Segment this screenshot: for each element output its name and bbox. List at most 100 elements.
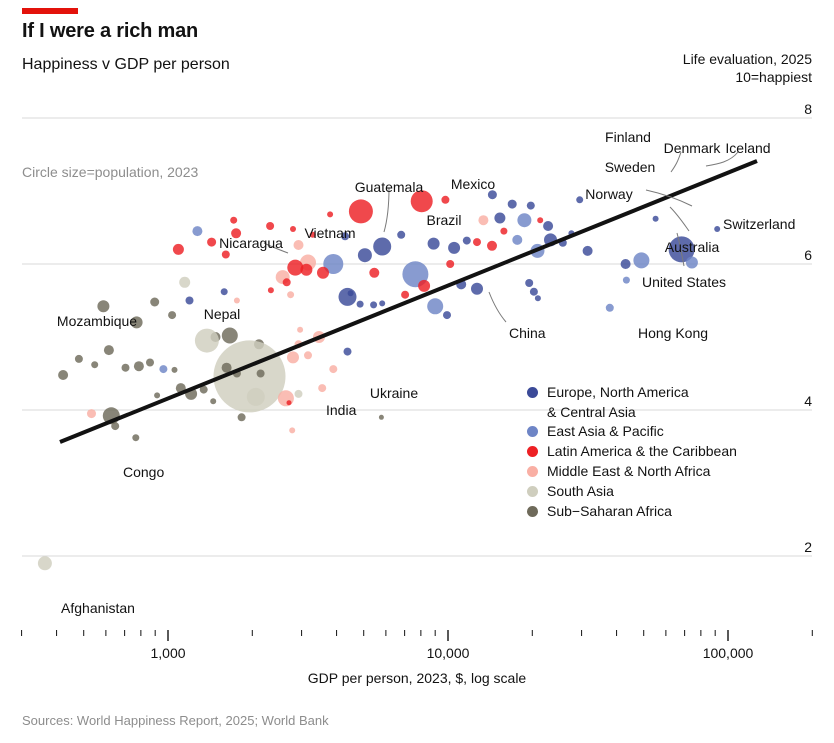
data-point: [441, 195, 450, 204]
country-annotation: Congo: [123, 464, 165, 480]
data-point: [130, 316, 143, 329]
annotation-leader-line: [488, 291, 507, 323]
legend-item-label: Europe, North America: [547, 384, 689, 400]
legend-item-label: Latin America & the Caribbean: [547, 443, 737, 459]
data-point: [220, 288, 228, 296]
data-point: [401, 290, 410, 299]
data-point: [192, 226, 203, 237]
legend-item-label: Sub−Saharan Africa: [547, 503, 672, 519]
data-point: [230, 216, 238, 224]
source-note: Sources: World Happiness Report, 2025; W…: [22, 713, 329, 728]
country-annotation: Afghanistan: [61, 600, 135, 616]
data-point: [297, 326, 304, 333]
x-axis-tick-label: 10,000: [426, 645, 470, 661]
data-point: [246, 387, 265, 406]
data-point: [487, 190, 497, 200]
legend-color-swatch-icon: [527, 466, 538, 477]
data-point: [318, 384, 327, 393]
data-point: [91, 361, 99, 369]
data-point: [111, 422, 120, 431]
data-point: [287, 291, 295, 299]
legend-color-swatch-icon: [527, 506, 538, 517]
country-annotation: Denmark: [663, 140, 721, 156]
annotation-leader-line: [676, 232, 685, 267]
data-point: [327, 211, 334, 218]
data-point: [103, 345, 114, 356]
data-point: [199, 385, 208, 394]
country-annotation: Mexico: [450, 176, 496, 192]
y-axis-title-line2: 10=happiest: [735, 69, 812, 85]
data-point: [231, 228, 242, 239]
country-annotation: United States: [641, 274, 727, 290]
country-annotation: Nepal: [203, 306, 241, 322]
data-point: [357, 248, 372, 263]
legend-item[interactable]: Latin America & the Caribbean: [527, 442, 737, 461]
data-point: [462, 236, 471, 245]
country-annotation: Mozambique: [56, 313, 138, 329]
data-point: [159, 365, 168, 374]
data-point: [300, 263, 313, 276]
data-point: [652, 215, 659, 222]
y-axis-title: Life evaluation, 2025 10=happiest: [683, 50, 812, 86]
brand-rule: [22, 8, 78, 14]
data-point: [576, 196, 584, 204]
legend-item[interactable]: Europe, North America & Central Asia: [527, 383, 737, 422]
annotation-leader-line: [705, 151, 739, 167]
data-point: [373, 237, 392, 256]
page-title: If I were a rich man: [22, 20, 199, 42]
data-point: [418, 279, 431, 292]
data-point: [517, 213, 532, 228]
y-axis-tick-label: 6: [804, 247, 812, 263]
legend-item[interactable]: South Asia: [527, 482, 737, 501]
country-annotation: Hong Kong: [637, 325, 709, 341]
data-point: [154, 392, 161, 399]
data-point: [622, 276, 630, 284]
annotation-leader-line: [669, 206, 690, 232]
data-point: [304, 351, 312, 360]
trend-line: [59, 159, 758, 444]
country-annotation: Finland: [605, 129, 651, 145]
legend-item[interactable]: Middle East & North Africa: [527, 462, 737, 481]
data-point: [347, 290, 354, 297]
data-point: [287, 259, 304, 276]
circle-size-note: Circle size=population, 2023: [22, 164, 199, 180]
data-point: [685, 256, 698, 269]
data-point: [341, 232, 350, 241]
data-point: [633, 252, 650, 269]
data-point: [221, 362, 232, 373]
data-point: [500, 227, 508, 235]
data-point: [478, 215, 489, 226]
data-point: [221, 250, 230, 259]
data-point: [266, 222, 275, 230]
data-point: [121, 363, 130, 372]
data-point: [379, 300, 386, 307]
data-point: [150, 297, 160, 307]
annotation-leader-line: [383, 187, 390, 233]
data-point: [237, 413, 246, 422]
legend: Europe, North America & Central Asia East …: [527, 383, 737, 522]
data-point: [309, 231, 316, 238]
data-point: [133, 361, 144, 372]
legend-color-swatch-icon: [527, 446, 538, 457]
data-point: [369, 267, 380, 278]
data-point: [512, 234, 523, 245]
annotation-leader-line: [645, 189, 693, 207]
legend-item[interactable]: East Asia & Pacific: [527, 422, 737, 441]
data-point: [286, 400, 292, 406]
legend-item-label: South Asia: [547, 483, 614, 499]
data-point: [378, 414, 384, 420]
country-annotation: India: [326, 402, 357, 418]
country-annotation: Iceland: [725, 140, 771, 156]
data-point: [526, 201, 535, 210]
annotation-leader-line: [670, 151, 682, 173]
data-point: [471, 282, 483, 295]
legend-item[interactable]: Sub−Saharan Africa: [527, 502, 737, 521]
data-point: [525, 279, 534, 287]
page-subtitle: Happiness v GDP per person: [22, 56, 230, 73]
country-annotation: Vietnam: [304, 225, 356, 241]
data-point: [97, 300, 110, 313]
data-point: [287, 351, 299, 364]
data-point: [58, 370, 69, 380]
data-point: [207, 237, 217, 247]
